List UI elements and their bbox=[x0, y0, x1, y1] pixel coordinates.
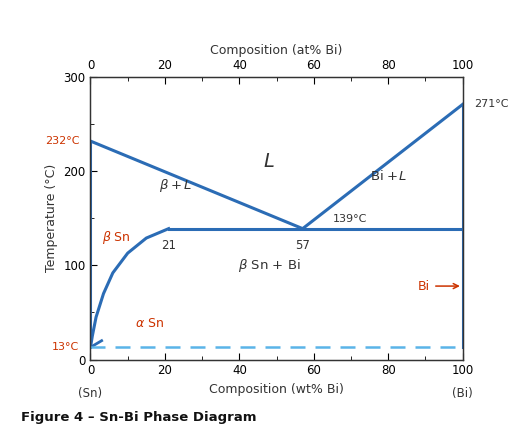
Text: Figure 4 – Sn-Bi Phase Diagram: Figure 4 – Sn-Bi Phase Diagram bbox=[21, 411, 256, 424]
Text: 139°C: 139°C bbox=[332, 214, 367, 224]
Text: $\beta$ Sn + Bi: $\beta$ Sn + Bi bbox=[238, 257, 300, 274]
Text: (Bi): (Bi) bbox=[452, 387, 473, 400]
Text: Bi: Bi bbox=[418, 279, 458, 293]
Text: 21: 21 bbox=[161, 239, 176, 252]
Y-axis label: Temperature (°C): Temperature (°C) bbox=[45, 164, 58, 272]
Text: 13°C: 13°C bbox=[52, 342, 79, 352]
Text: $L$: $L$ bbox=[263, 152, 275, 171]
Text: Bi $+ L$: Bi $+ L$ bbox=[370, 169, 406, 183]
X-axis label: Composition (at% Bi): Composition (at% Bi) bbox=[210, 44, 343, 56]
Text: 271°C: 271°C bbox=[474, 99, 508, 109]
Text: (Sn): (Sn) bbox=[79, 387, 102, 400]
Text: $\alpha$ Sn: $\alpha$ Sn bbox=[135, 317, 164, 330]
Text: 232°C: 232°C bbox=[45, 136, 79, 146]
Text: $\beta$ Sn: $\beta$ Sn bbox=[102, 229, 131, 246]
Text: 57: 57 bbox=[295, 239, 310, 252]
X-axis label: Composition (wt% Bi): Composition (wt% Bi) bbox=[209, 383, 344, 396]
Text: $\beta + L$: $\beta + L$ bbox=[159, 177, 193, 194]
